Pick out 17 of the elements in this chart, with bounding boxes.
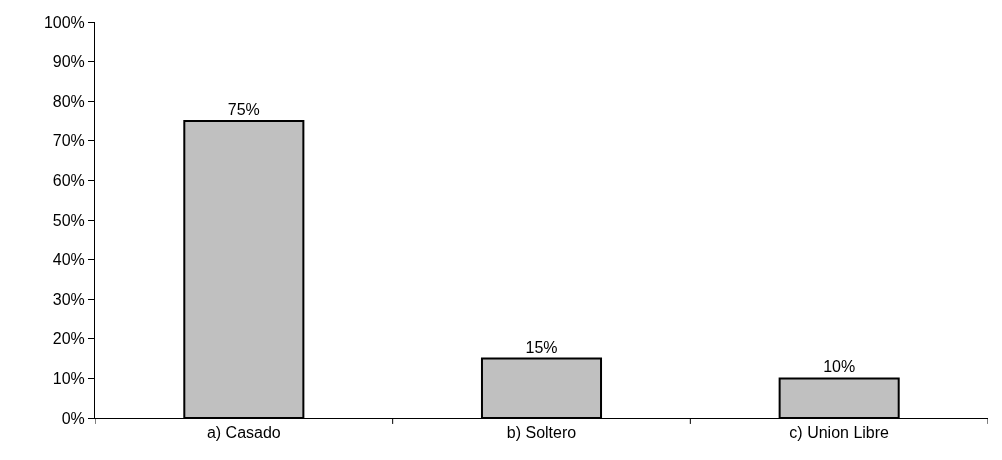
y-tick-label: 70%	[52, 132, 85, 150]
data-label: 15%	[525, 338, 558, 356]
y-tick-label: 80%	[52, 92, 85, 110]
y-tick-label: 10%	[52, 370, 85, 387]
x-tick-label: c) Union Libre	[789, 424, 890, 442]
data-label: 10%	[823, 358, 856, 376]
y-tick-label: 20%	[52, 330, 85, 348]
data-label: 75%	[227, 101, 260, 118]
y-tick-label: 60%	[52, 172, 85, 189]
y-tick-label: 0%	[61, 409, 85, 427]
y-tick-label: 100%	[43, 13, 85, 31]
y-tick-label: 40%	[52, 251, 85, 269]
y-tick-label: 50%	[52, 211, 85, 229]
x-tick-label: a) Casado	[206, 424, 281, 442]
x-tick-label: b) Soltero	[506, 424, 577, 442]
y-tick-label: 30%	[52, 290, 85, 308]
y-tick-label: 90%	[52, 53, 85, 71]
